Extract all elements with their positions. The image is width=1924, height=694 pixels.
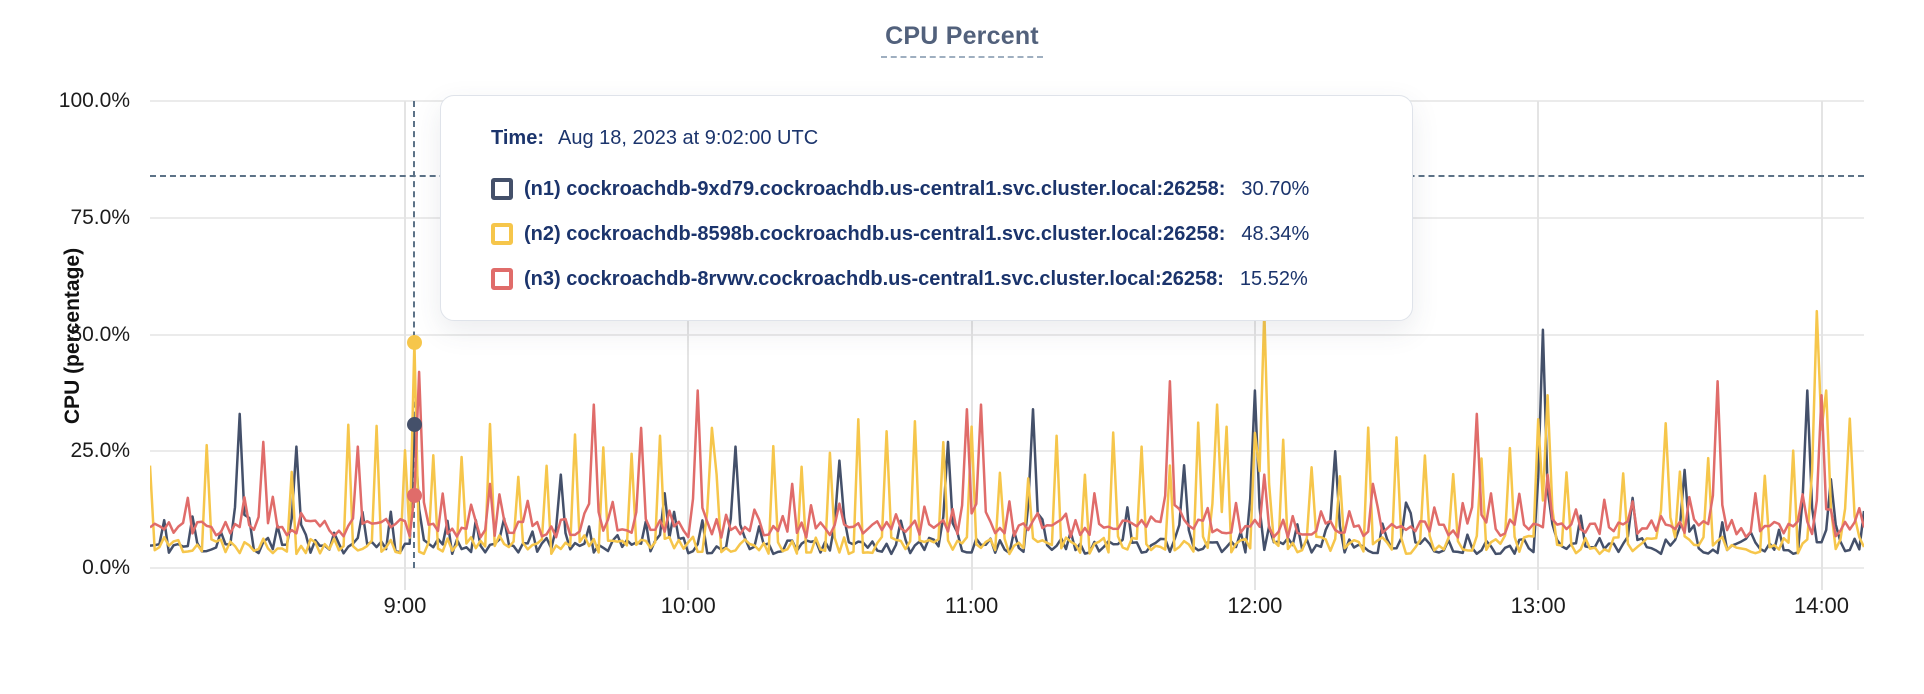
tooltip-time-label: Time: [491, 127, 544, 149]
hover-dot-n3 [406, 488, 422, 504]
y-tick-label: 25.0% [70, 439, 130, 463]
chart-title[interactable]: CPU Percent [881, 22, 1043, 58]
hover-time-dashed-line [413, 101, 416, 568]
x-tick-label: 13:00 [1510, 593, 1566, 618]
gridline [150, 333, 1864, 336]
hover-tooltip: Time: Aug 18, 2023 at 9:02:00 UTC (n1) co… [440, 95, 1413, 321]
series-line-n2 [150, 309, 1864, 556]
legend-swatch-icon [491, 178, 513, 200]
tooltip-series-rows: (n1) cockroachdb-9xd79.cockroachdb.us-ce… [491, 177, 1412, 291]
tooltip-time-value: Aug 18, 2023 at 9:02:00 UTC [557, 127, 819, 149]
x-tick-label: 11:00 [944, 593, 999, 618]
legend-swatch-icon [491, 223, 513, 245]
y-tick-label: 100.0% [58, 89, 130, 112]
tooltip-series-name: (n2) cockroachdb-8598b.cockroachdb.us-ce… [524, 222, 1226, 245]
tooltip-series-value: 30.70% [1241, 177, 1310, 200]
gridline [1537, 101, 1540, 590]
tooltip-row-n2: (n2) cockroachdb-8598b.cockroachdb.us-ce… [491, 222, 1412, 246]
series-line-n3 [150, 370, 1864, 539]
x-tick-label: 12:00 [1227, 593, 1283, 618]
y-tick-label: 50.0% [70, 322, 130, 346]
x-tick-label: 14:00 [1793, 593, 1850, 618]
hover-dot-n1 [406, 417, 422, 433]
series-line-n1 [150, 328, 1864, 556]
tooltip-time-row: Time: Aug 18, 2023 at 9:02:00 UTC [491, 126, 1412, 150]
x-tick-label: 9:00 [383, 593, 427, 618]
x-tick-label: 10:00 [660, 593, 716, 618]
y-tick-label: 0.0% [82, 556, 130, 579]
tooltip-row-n1: (n1) cockroachdb-9xd79.cockroachdb.us-ce… [491, 177, 1412, 201]
tooltip-row-n3: (n3) cockroachdb-8rvwv.cockroachdb.us-ce… [491, 267, 1412, 291]
gridline [687, 101, 690, 590]
tooltip-series-value: 48.34% [1241, 222, 1310, 245]
tooltip-series-name: (n3) cockroachdb-8rvwv.cockroachdb.us-ce… [524, 267, 1224, 290]
y-tick-label: 75.0% [70, 205, 130, 229]
chart-title-row: CPU Percent [0, 22, 1924, 58]
gridline [970, 101, 973, 590]
gridline [1253, 101, 1256, 590]
series-lines [150, 309, 1864, 556]
legend-swatch-icon [491, 268, 513, 290]
tooltip-series-name: (n1) cockroachdb-9xd79.cockroachdb.us-ce… [524, 177, 1226, 200]
gridline [403, 101, 406, 590]
hover-dot-n2 [406, 334, 422, 350]
tooltip-series-value: 15.52% [1239, 267, 1308, 290]
gridline [1820, 101, 1823, 590]
gridline [150, 567, 1864, 569]
gridline [150, 450, 1864, 453]
